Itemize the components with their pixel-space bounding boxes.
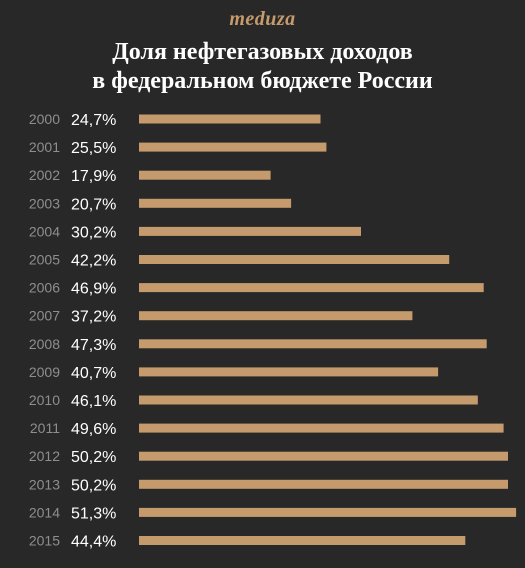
value-label-2006: 46,9% [71,281,116,298]
value-label-2009: 40,7% [71,365,116,382]
bar-2003 [139,198,292,208]
year-label-2007: 2007 [29,308,60,324]
bar-2012 [139,451,508,461]
bar-2010 [139,395,478,405]
year-label-2014: 2014 [29,504,60,520]
value-label-2002: 17,9% [71,168,116,185]
bar-2000 [139,114,321,124]
year-label-2010: 2010 [29,392,60,408]
bar-2015 [139,536,466,545]
value-label-2004: 30,2% [71,224,116,241]
year-label-2006: 2006 [29,280,60,296]
chart-title-line-1: Доля нефтегазовых доходов [112,39,413,65]
bar-2009 [139,367,439,377]
year-label-2013: 2013 [29,476,60,492]
year-label-2003: 2003 [29,195,60,211]
value-label-2014: 51,3% [71,505,116,522]
bar-2007 [139,311,413,321]
value-label-2000: 24,7% [71,112,116,129]
year-label-2009: 2009 [29,364,60,380]
year-label-2015: 2015 [29,533,60,549]
chart-title: Доля нефтегазовых доходов в федеральном … [0,38,525,96]
year-label-2008: 2008 [29,336,60,352]
bar-2001 [139,142,327,152]
year-label-2000: 2000 [29,111,60,127]
bar-2005 [139,255,450,264]
value-label-2012: 50,2% [71,449,116,466]
year-label-2011: 2011 [30,420,60,436]
year-label-2002: 2002 [29,167,60,183]
year-label-2004: 2004 [29,223,60,239]
value-label-2003: 20,7% [71,196,116,213]
bar-2008 [139,339,487,349]
chart-title-line-2: в федеральном бюджете России [92,68,433,94]
value-label-2013: 50,2% [71,477,116,494]
year-label-2005: 2005 [29,252,60,268]
bar-2006 [139,283,484,293]
year-label-2001: 2001 [29,139,60,155]
value-label-2010: 46,1% [71,393,116,410]
year-label-2012: 2012 [29,448,60,464]
brand-logo: meduza [229,8,296,30]
bar-2013 [139,479,508,489]
value-label-2007: 37,2% [71,309,116,326]
value-label-2005: 42,2% [71,253,116,270]
value-label-2001: 25,5% [71,140,116,157]
bar-2004 [139,226,361,236]
bar-2002 [139,170,271,180]
bar-2014 [139,507,517,517]
value-label-2008: 47,3% [71,337,116,354]
value-label-2011: 49,6% [71,421,116,438]
bar-2011 [139,423,504,433]
value-label-2015: 44,4% [71,534,116,551]
